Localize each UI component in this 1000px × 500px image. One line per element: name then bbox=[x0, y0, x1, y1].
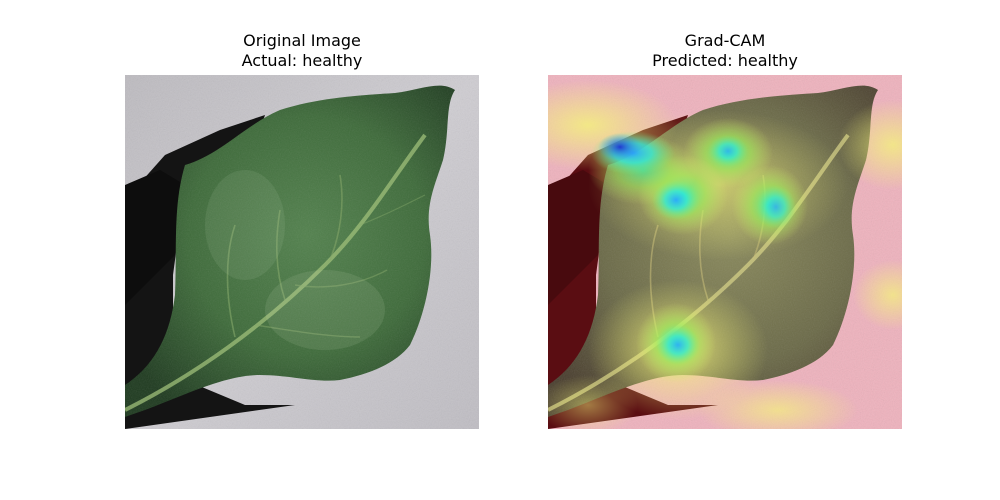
leaf-photo-graphic bbox=[125, 75, 479, 429]
original-image-title: Original Image Actual: healthy bbox=[125, 31, 479, 71]
gradcam-title: Grad-CAM Predicted: healthy bbox=[548, 31, 902, 71]
gradcam-panel: Grad-CAM Predicted: healthy bbox=[548, 0, 902, 500]
original-image-panel: Original Image Actual: healthy bbox=[125, 0, 479, 500]
original-image-title-line1: Original Image bbox=[243, 31, 361, 50]
original-image-actual-label: Actual: healthy bbox=[241, 51, 363, 70]
original-leaf-image bbox=[125, 75, 479, 429]
gradcam-title-line1: Grad-CAM bbox=[684, 31, 766, 50]
gradcam-predicted-label: Predicted: healthy bbox=[652, 51, 798, 70]
gradcam-heatmap-image bbox=[548, 75, 902, 429]
gradcam-overlay-graphic bbox=[548, 75, 902, 429]
